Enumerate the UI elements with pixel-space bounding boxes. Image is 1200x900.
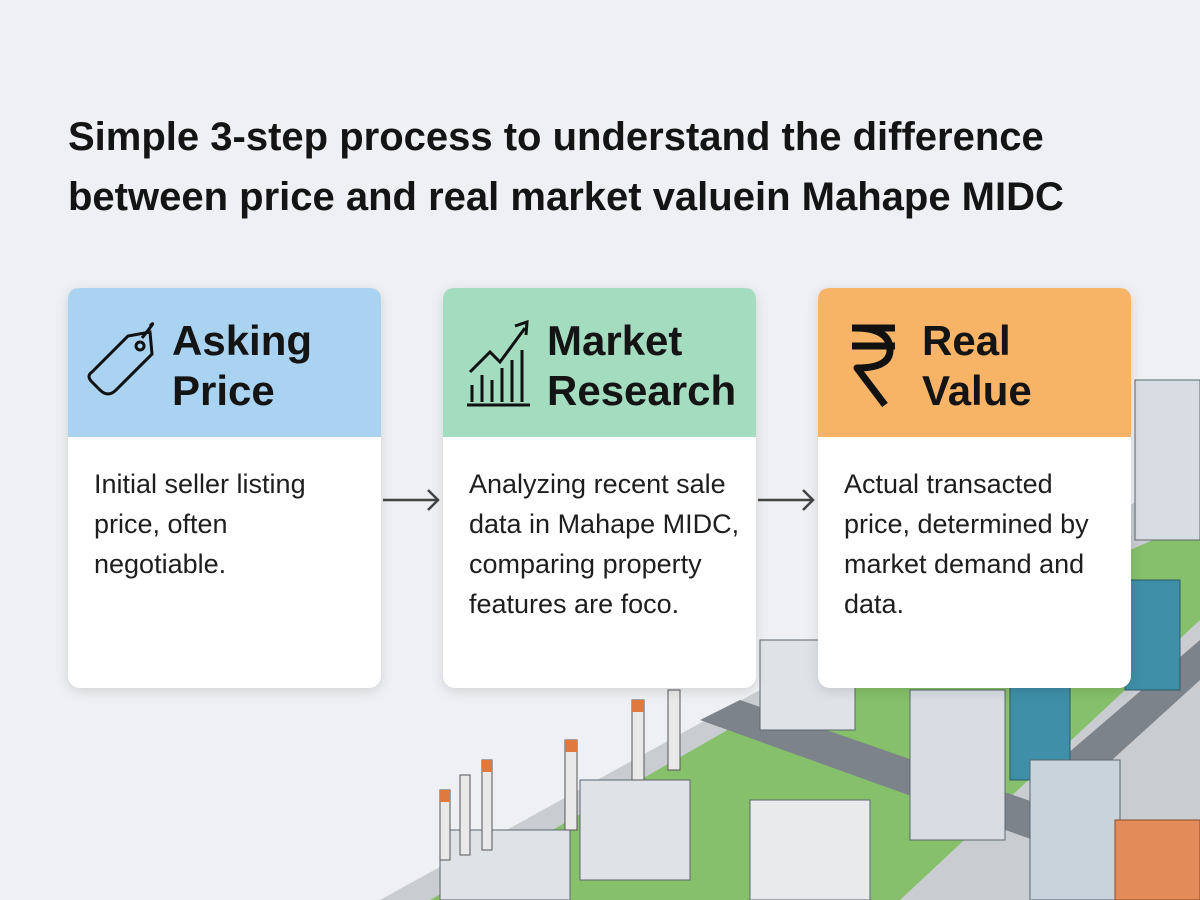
arrows: [383, 489, 815, 511]
tag-string: [140, 322, 155, 339]
building: [1029, 759, 1121, 900]
step-description: Actual transacted: [844, 469, 1053, 499]
chimney-band: [482, 760, 492, 772]
building: [1124, 579, 1181, 691]
card-header: [68, 288, 381, 437]
step-description: negotiable.: [94, 549, 226, 579]
step-title: Value: [922, 367, 1032, 414]
step-description: data in Mahape MIDC,: [469, 509, 739, 539]
step-description: market demand and: [844, 549, 1084, 579]
building: [1134, 379, 1200, 541]
chimney-band: [565, 740, 577, 752]
title-line: between price and real market valuein Ma…: [68, 175, 1064, 219]
building: [909, 689, 1006, 841]
chimney-band: [632, 700, 644, 712]
step-description: Analyzing recent sale: [469, 469, 726, 499]
arrow: [758, 489, 815, 511]
chimney: [459, 774, 471, 856]
step-title: Price: [172, 367, 275, 414]
factory: [749, 799, 871, 900]
step-description: data.: [844, 589, 904, 619]
building: [1114, 819, 1200, 900]
step-title: Asking: [172, 317, 312, 364]
title-line: Simple 3-step process to understand the …: [68, 115, 1044, 159]
tag-icon: [87, 330, 154, 396]
chimney-band: [440, 790, 450, 802]
chimney: [564, 739, 578, 831]
chimney: [667, 689, 681, 771]
chimney: [481, 759, 493, 851]
rupee-icon: [852, 324, 895, 408]
step-title: Market: [547, 317, 682, 364]
step-description: price, often: [94, 509, 228, 539]
city-illustration: [380, 379, 1200, 900]
step-description: features are foco.: [469, 589, 679, 619]
card-header: [818, 288, 1131, 437]
factory: [579, 779, 691, 881]
arrow: [383, 489, 440, 511]
step-description: price, determined by: [844, 509, 1089, 539]
step-description: comparing property: [469, 549, 702, 579]
step-title: Research: [547, 367, 736, 414]
step-title: Real: [922, 317, 1011, 364]
step-description: Initial seller listing: [94, 469, 306, 499]
chart-icon: [467, 319, 530, 407]
